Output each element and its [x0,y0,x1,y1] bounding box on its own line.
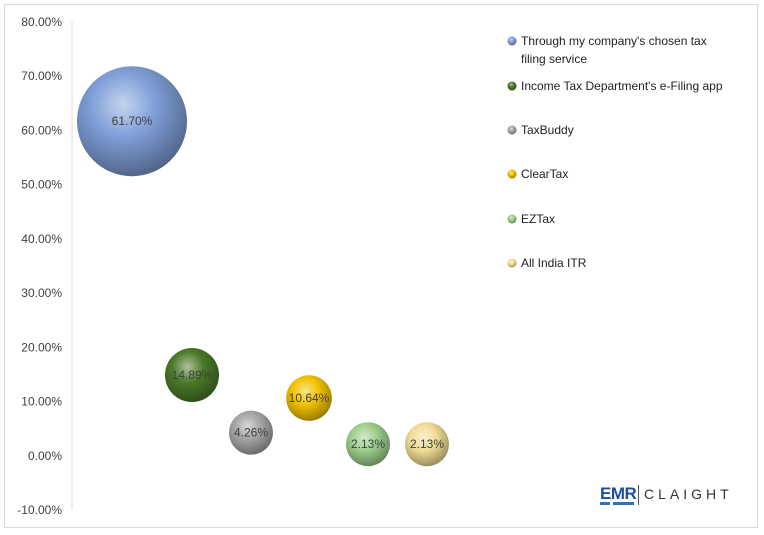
logo-claight-text: CLAIGHT [644,486,733,502]
legend-label: Through my company's chosen tax [521,34,707,48]
legend-label: TaxBuddy [521,123,574,137]
y-tick-label: 30.00% [21,286,62,300]
legend-marker [507,81,517,91]
legend-label: Income Tax Department's e-Filing app [521,79,723,93]
bubble-label: 10.64% [289,391,330,405]
legend-marker [507,169,517,179]
bubble-5 [346,422,390,467]
bubble-label: 61.70% [112,114,153,128]
legend-marker [507,36,517,46]
legend-marker [507,214,517,224]
logo-underline [600,502,634,505]
legend-label: EZTax [521,212,555,226]
y-tick-label: 10.00% [21,395,62,409]
logo-emr-text: EMR [600,484,637,503]
legend-marker [507,125,517,135]
y-tick-label: 0.00% [28,449,62,463]
emr-claight-logo: EMR CLAIGHT [600,484,740,508]
y-tick-label: -10.00% [17,503,62,517]
y-tick-label: 60.00% [21,123,62,137]
bubble-label: 14.89% [172,368,213,382]
bubble-3 [229,410,273,455]
legend: Through my company's chosen tax filing se… [507,34,723,270]
y-tick-label: 40.00% [21,232,62,246]
bubble-4 [286,375,332,421]
bubble-1 [77,66,187,177]
legend-marker [507,258,517,268]
bubble-label: 4.26% [234,426,268,440]
legend-label: ClearTax [521,167,568,181]
y-tick-label: 20.00% [21,340,62,354]
y-tick-label: 70.00% [21,69,62,83]
bubbles [77,66,449,467]
legend-label: All India ITR [521,256,587,270]
legend-label-line2: filing service [521,52,587,66]
y-tick-label: 50.00% [21,178,62,192]
bubble-6 [405,422,449,467]
bubble-2 [164,348,220,403]
bubble-label: 2.13% [410,437,444,451]
data-labels: 61.70% 14.89% 4.26% 10.64% 2.13% 2.13% [112,114,445,451]
y-axis-ticks: 80.00% 70.00% 60.00% 50.00% 40.00% 30.00% 20.0… [17,15,62,517]
logo-divider [638,485,639,505]
y-tick-label: 80.00% [21,15,62,29]
bubble-label: 2.13% [351,437,385,451]
